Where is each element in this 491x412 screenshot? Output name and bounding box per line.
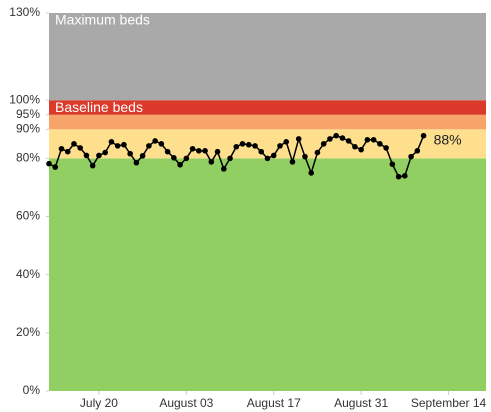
- point: [402, 173, 408, 179]
- point: [96, 152, 102, 159]
- point: [339, 135, 346, 141]
- point: [420, 132, 427, 139]
- point: [114, 143, 121, 149]
- y-tick-label: 0%: [23, 383, 41, 397]
- point: [214, 148, 221, 155]
- y-tick-label: 95%: [16, 107, 40, 121]
- band-label: Maximum beds: [55, 12, 150, 28]
- band-label: Baseline beds: [55, 99, 143, 115]
- point: [208, 159, 215, 165]
- point: [158, 141, 165, 147]
- point: [414, 148, 421, 154]
- point: [295, 136, 302, 142]
- point: [408, 153, 414, 160]
- y-tick-label: 100%: [9, 92, 40, 106]
- point: [77, 145, 84, 151]
- point: [233, 143, 240, 150]
- point: [289, 159, 296, 165]
- band: [49, 114, 486, 130]
- point: [277, 143, 283, 149]
- point: [302, 153, 308, 160]
- point: [46, 160, 52, 167]
- point: [270, 152, 277, 159]
- point: [133, 159, 140, 166]
- y-tick-label: 130%: [9, 5, 40, 19]
- y-tick-label: 80%: [16, 151, 40, 165]
- point: [245, 141, 252, 148]
- point: [227, 155, 233, 162]
- point: [189, 145, 196, 152]
- point: [108, 139, 115, 145]
- point: [352, 143, 358, 150]
- band: [49, 100, 486, 115]
- point: [58, 145, 65, 152]
- point: [314, 149, 321, 156]
- point: [164, 148, 171, 155]
- band: [49, 13, 486, 101]
- point: [52, 164, 59, 170]
- point: [320, 141, 327, 147]
- x-tick-label: August 17: [247, 396, 301, 410]
- point: [258, 148, 265, 155]
- point: [127, 150, 133, 157]
- point: [171, 155, 177, 161]
- x-tick-label: July 20: [80, 396, 118, 410]
- band: [49, 158, 486, 391]
- x-tick-label: September 14: [411, 396, 487, 410]
- point: [283, 139, 290, 145]
- point: [389, 161, 396, 167]
- point: [252, 143, 258, 149]
- point: [377, 141, 383, 147]
- point: [239, 141, 246, 147]
- point: [383, 145, 389, 151]
- point: [139, 152, 146, 159]
- point: [89, 162, 96, 169]
- point: [202, 148, 208, 154]
- point: [64, 148, 71, 155]
- point: [333, 132, 339, 139]
- x-tick-label: August 31: [334, 396, 388, 410]
- y-tick-label: 20%: [16, 325, 40, 339]
- point: [102, 149, 108, 156]
- point: [395, 173, 402, 180]
- y-tick-label: 60%: [16, 209, 40, 223]
- y-tick-label: 40%: [16, 267, 40, 281]
- point: [364, 136, 371, 143]
- point: [121, 141, 127, 148]
- point: [71, 141, 77, 147]
- point: [196, 148, 202, 154]
- y-tick-label: 90%: [16, 121, 40, 135]
- point: [327, 136, 333, 142]
- point: [358, 146, 364, 153]
- annotation: 88%: [434, 131, 462, 147]
- point: [221, 166, 227, 172]
- point: [177, 161, 183, 168]
- point: [345, 138, 352, 144]
- point: [264, 155, 271, 162]
- point: [183, 155, 190, 162]
- point: [146, 143, 152, 149]
- point: [370, 136, 377, 143]
- point: [308, 170, 315, 176]
- point: [152, 138, 158, 144]
- x-tick-label: August 03: [159, 396, 213, 410]
- point: [83, 152, 90, 159]
